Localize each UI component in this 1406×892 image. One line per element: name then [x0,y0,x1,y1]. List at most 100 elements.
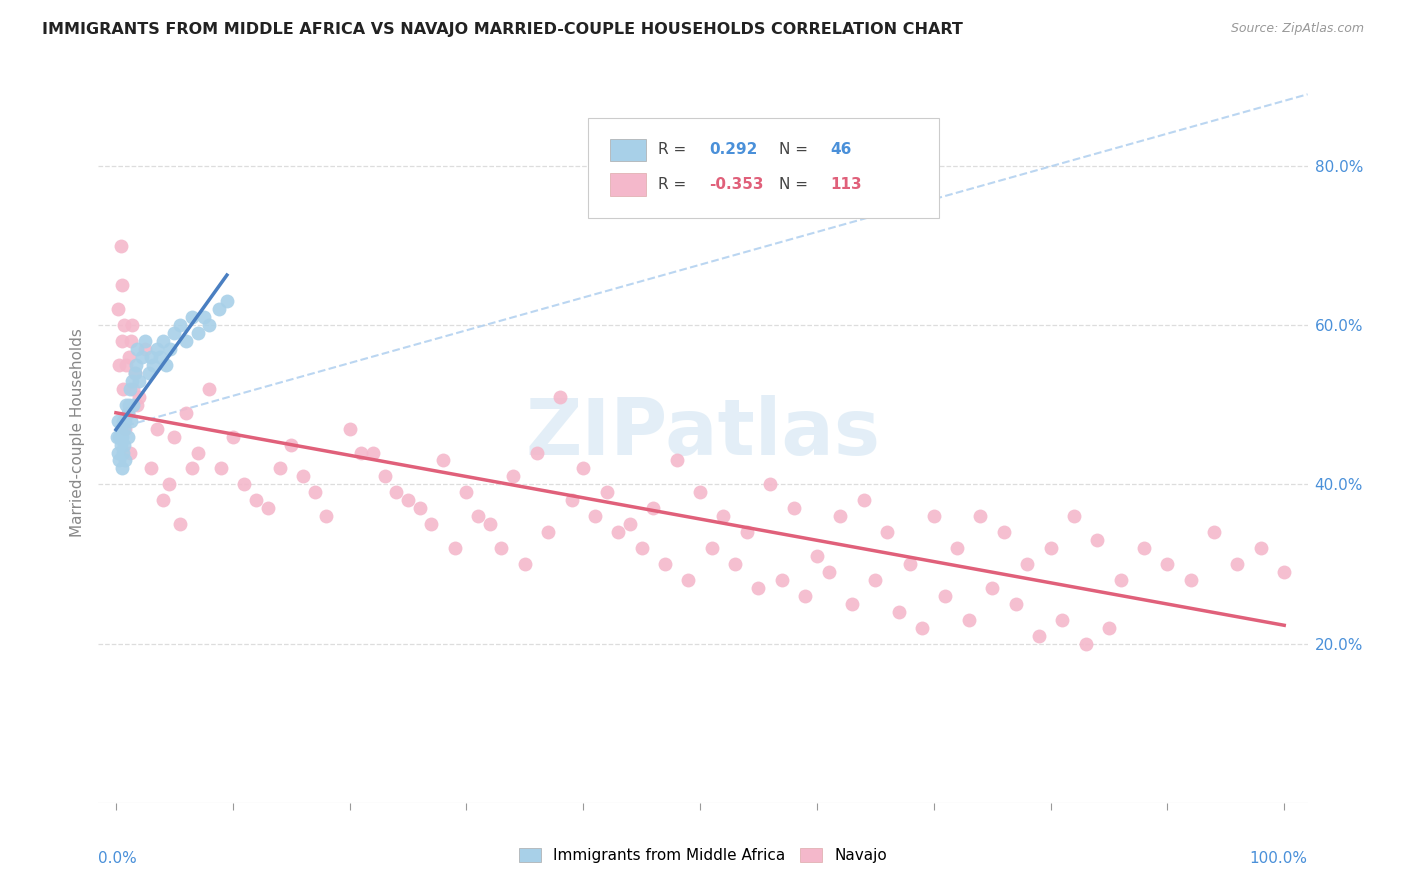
Point [114,422,136,436]
Point [159,342,181,356]
FancyBboxPatch shape [588,118,939,218]
Text: Source: ZipAtlas.com: Source: ZipAtlas.com [1230,22,1364,36]
Point [993,525,1015,540]
Point [120,414,142,428]
Text: -0.353: -0.353 [709,178,763,192]
Point [111,382,134,396]
Point [794,589,817,603]
Point [121,374,143,388]
Point [146,342,169,356]
Point [339,422,361,436]
Point [114,453,136,467]
Point [1226,557,1249,571]
Point [619,517,641,532]
Point [125,358,148,372]
Point [432,453,454,467]
Point [125,342,148,356]
Point [898,557,921,571]
Point [887,605,910,619]
Point [115,398,138,412]
Point [125,398,148,412]
Point [233,477,256,491]
Point [128,390,150,404]
Point [630,541,652,555]
Point [222,429,245,443]
Point [735,525,758,540]
Point [747,581,769,595]
Point [643,501,665,516]
Point [111,461,134,475]
Point [350,445,373,459]
Point [911,621,934,635]
Point [420,517,443,532]
Point [1109,573,1132,587]
Point [700,541,723,555]
Point [157,477,180,491]
Point [561,493,583,508]
Point [665,453,688,467]
Point [396,493,419,508]
Point [876,525,898,540]
Point [155,358,177,372]
Point [111,429,134,443]
Point [269,461,291,475]
Point [981,581,1004,595]
Point [139,350,162,364]
Point [142,358,165,372]
Text: 113: 113 [830,178,862,192]
Point [1063,509,1085,524]
Point [118,350,141,364]
Point [1074,637,1097,651]
Point [957,613,980,627]
Point [111,414,134,428]
Point [1004,597,1026,611]
Point [180,310,202,325]
Point [107,414,129,428]
Point [131,350,153,364]
Point [1098,621,1121,635]
Point [117,406,139,420]
Text: R =: R = [658,142,692,157]
Point [595,485,617,500]
Point [1250,541,1272,555]
Point [713,509,735,524]
Point [120,334,142,348]
Point [1204,525,1226,540]
Point [122,382,145,396]
Point [782,501,804,516]
Point [1156,557,1178,571]
Point [134,334,156,348]
Point [841,597,863,611]
Point [934,589,956,603]
Point [107,302,129,317]
Point [124,366,146,380]
Point [187,445,209,459]
Point [163,429,186,443]
Point [152,493,174,508]
Point [118,382,141,396]
Point [193,310,215,325]
Point [112,437,135,451]
Point [198,382,221,396]
Point [152,334,174,348]
Point [174,406,197,420]
Text: 0.0%: 0.0% [98,851,138,866]
Point [830,509,852,524]
Point [174,334,197,348]
Point [118,445,141,459]
Point [280,437,302,451]
Point [124,366,146,380]
Point [115,358,138,372]
Text: ZIPatlas: ZIPatlas [526,394,880,471]
Point [139,461,162,475]
Point [865,573,887,587]
Point [969,509,991,524]
Point [502,469,524,483]
Point [689,485,711,500]
Point [443,541,465,555]
Point [111,278,134,293]
Point [526,445,548,459]
Point [110,422,132,436]
FancyBboxPatch shape [610,173,647,195]
Text: N =: N = [779,178,813,192]
